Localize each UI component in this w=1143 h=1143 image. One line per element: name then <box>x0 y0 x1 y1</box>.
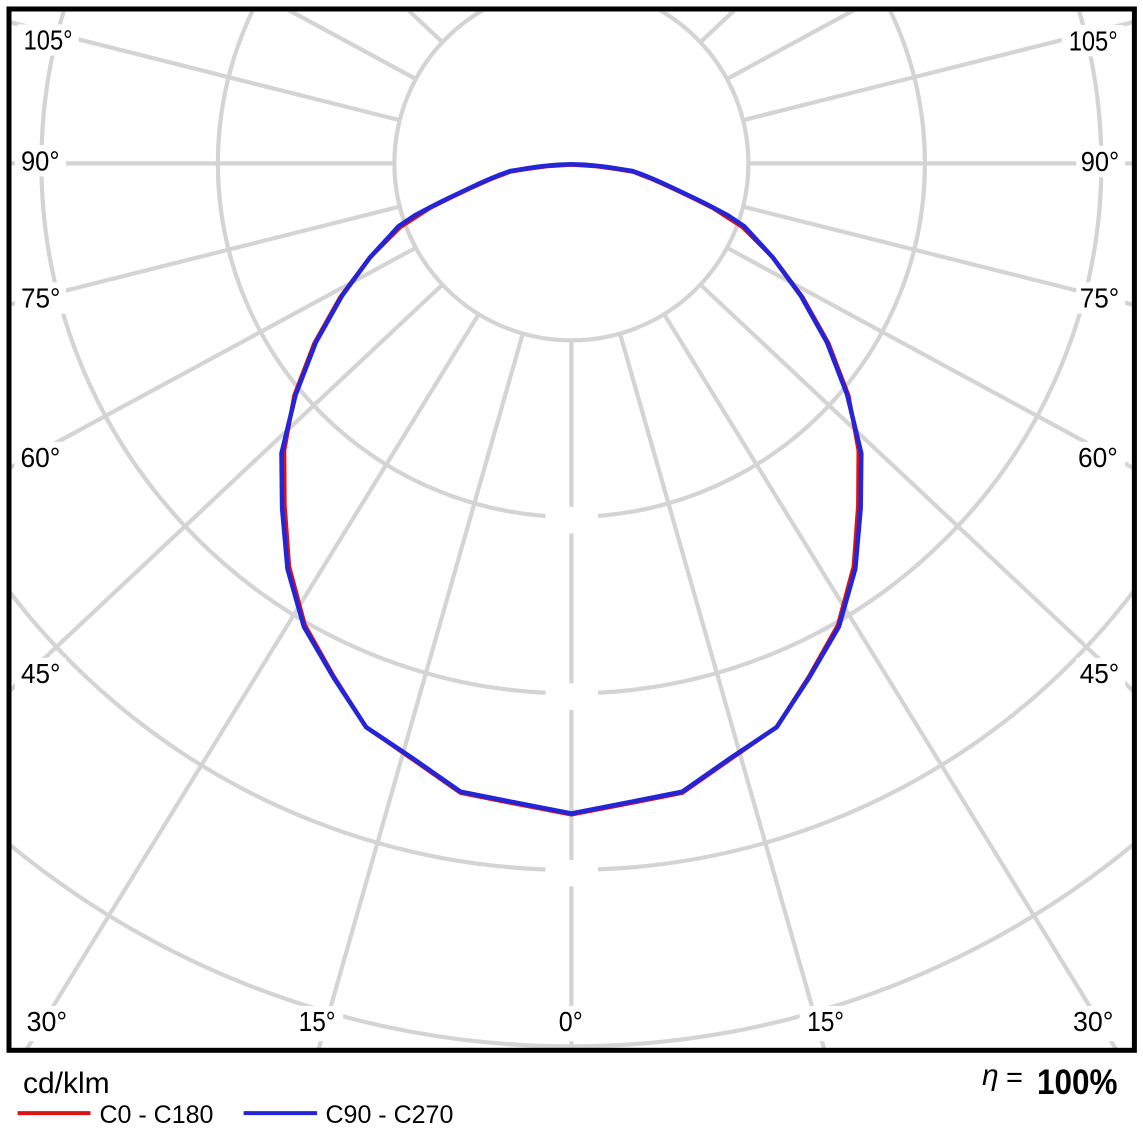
svg-text:100%: 100% <box>1037 1063 1118 1102</box>
svg-text:105°: 105° <box>1069 25 1118 56</box>
svg-text:=: = <box>1006 1062 1023 1094</box>
svg-text:η: η <box>982 1059 999 1092</box>
svg-text:75°: 75° <box>1080 283 1120 314</box>
svg-text:60°: 60° <box>21 442 61 473</box>
svg-text:45°: 45° <box>1080 658 1120 689</box>
svg-text:30°: 30° <box>27 1006 68 1037</box>
svg-text:15°: 15° <box>299 1006 336 1037</box>
svg-text:90°: 90° <box>21 145 60 176</box>
svg-text:105°: 105° <box>24 25 73 56</box>
svg-text:30°: 30° <box>1073 1006 1114 1037</box>
svg-text:75°: 75° <box>21 283 61 314</box>
svg-text:60°: 60° <box>1078 442 1118 473</box>
svg-text:90°: 90° <box>1081 146 1120 177</box>
svg-text:0°: 0° <box>559 1006 583 1037</box>
svg-text:C0 - C180: C0 - C180 <box>100 1101 214 1129</box>
svg-text:cd/klm: cd/klm <box>23 1067 110 1100</box>
svg-text:15°: 15° <box>807 1006 844 1037</box>
svg-text:C90 - C270: C90 - C270 <box>326 1101 454 1129</box>
svg-text:45°: 45° <box>21 658 61 689</box>
